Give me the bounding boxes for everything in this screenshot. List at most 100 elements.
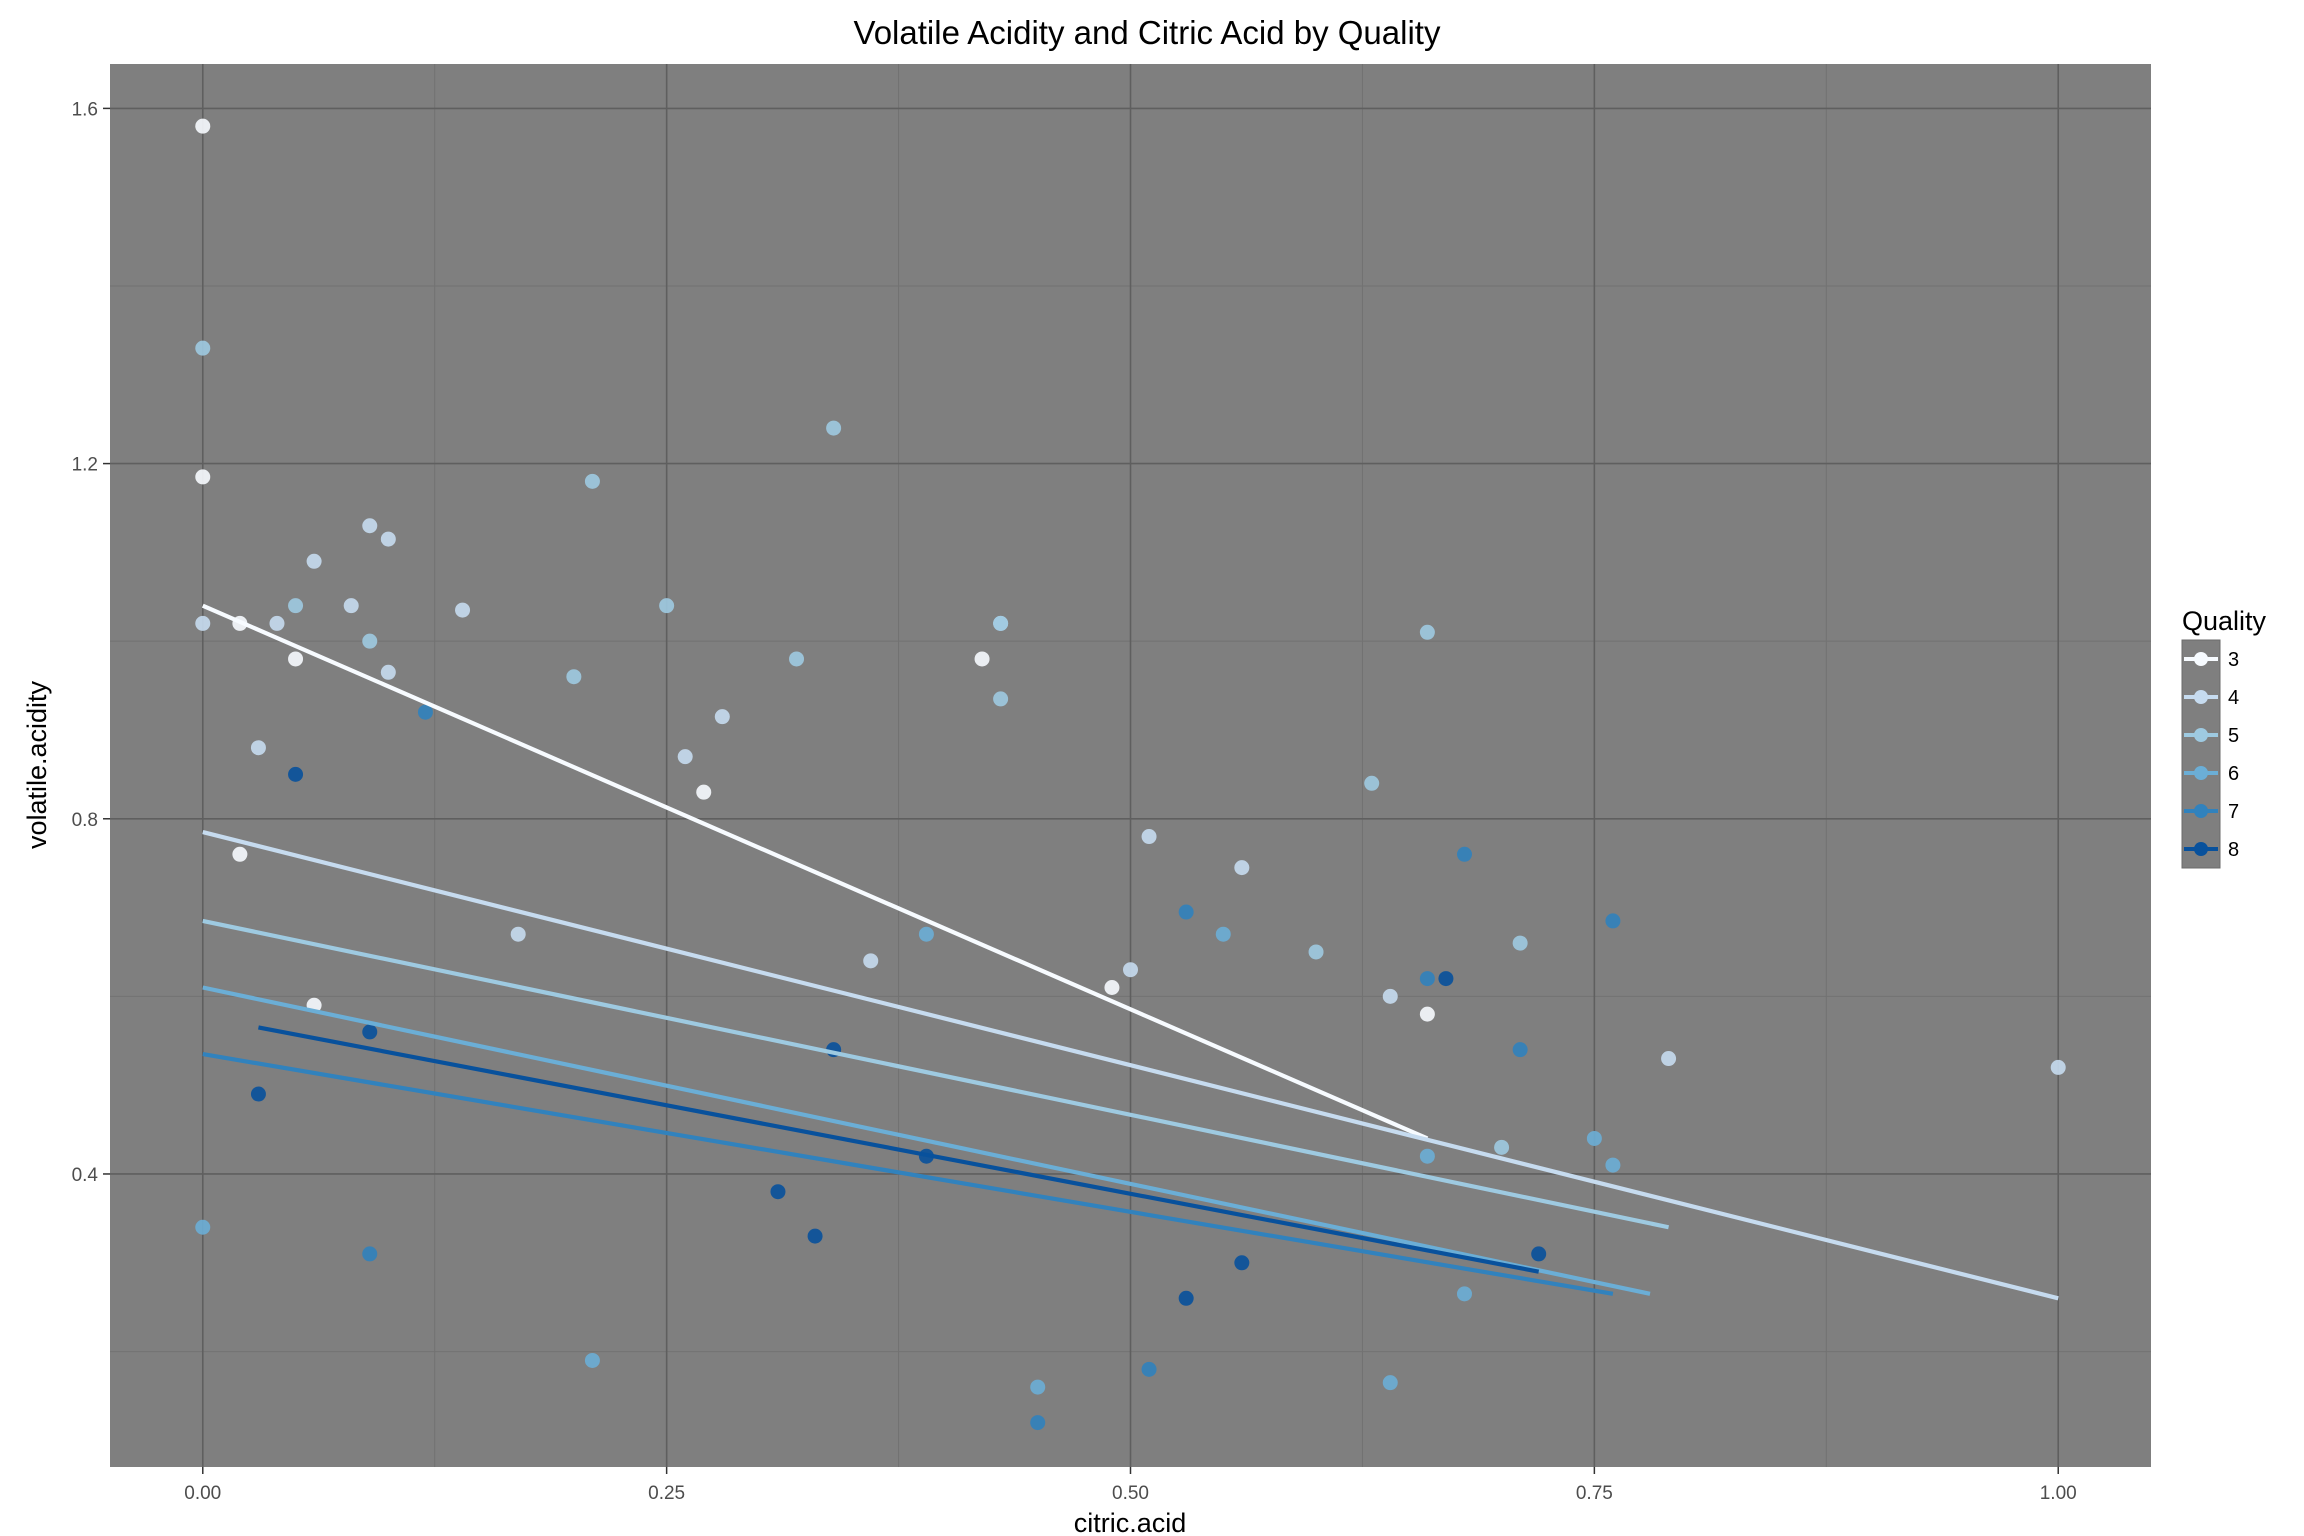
data-point (993, 691, 1009, 707)
data-point (1123, 962, 1138, 978)
data-point (1531, 1246, 1547, 1262)
trend-line (201, 603, 1429, 1141)
data-point (1141, 829, 1157, 845)
y-tick-label: 0.4 (72, 1165, 99, 1186)
data-point (306, 553, 322, 569)
legend-label: 8 (2228, 839, 2239, 861)
data-point (1382, 988, 1398, 1004)
data-point (288, 766, 304, 782)
grid-lines (110, 64, 2151, 1467)
data-point (510, 926, 526, 942)
x-tick-label: 0.00 (184, 1483, 221, 1504)
data-point (1234, 860, 1250, 876)
data-point (288, 651, 304, 667)
data-point (380, 664, 396, 680)
data-point (250, 740, 266, 756)
x-tick-label: 0.75 (1576, 1483, 1613, 1504)
data-point (1178, 904, 1194, 920)
data-point (2050, 1059, 2066, 1075)
trend-line (258, 1025, 1540, 1274)
data-point (1419, 1148, 1435, 1164)
data-point (1456, 1286, 1472, 1302)
trend-line (202, 1052, 1614, 1296)
data-point (659, 598, 675, 614)
legend-key-point (2194, 804, 2208, 818)
data-point (770, 1184, 786, 1200)
data-point (288, 598, 304, 614)
legend-label: 7 (2228, 801, 2239, 823)
data-point (417, 704, 433, 720)
legend-key-point (2194, 690, 2208, 704)
legend-keys (2181, 639, 2221, 869)
legend-label: 4 (2228, 687, 2239, 709)
legend-key-point (2194, 766, 2208, 780)
data-point (807, 1228, 823, 1244)
data-point (1215, 926, 1231, 942)
x-tick-label: 0.50 (1112, 1483, 1149, 1504)
trend-line (202, 830, 2059, 1301)
data-point (1178, 1290, 1194, 1306)
data-points (195, 118, 2066, 1431)
data-point (566, 669, 582, 685)
x-tick-label: 0.25 (648, 1483, 685, 1504)
data-point (993, 615, 1009, 631)
legend-items: 3 4 5 6 7 8 (2181, 639, 2239, 869)
data-point (1512, 1042, 1528, 1058)
trend-lines (201, 603, 2059, 1301)
data-point (232, 846, 248, 862)
data-point (195, 615, 211, 631)
data-point (1605, 1157, 1621, 1173)
x-axis-title: citric.acid (1074, 1508, 1187, 1536)
data-point (1141, 1361, 1157, 1377)
y-tick-label: 0.8 (72, 810, 98, 831)
legend-key-point (2194, 728, 2208, 742)
data-point (1512, 935, 1528, 951)
data-point (362, 518, 378, 534)
data-point (584, 473, 600, 489)
data-point (696, 784, 712, 800)
data-point (1456, 846, 1472, 862)
data-point (250, 1086, 266, 1102)
data-point (1364, 775, 1380, 791)
data-point (714, 709, 730, 725)
data-point (1605, 913, 1621, 929)
legend-title: Quality (2182, 606, 2267, 636)
y-tick-label: 1.6 (72, 99, 98, 120)
data-point (380, 531, 396, 547)
data-point (1030, 1415, 1046, 1431)
trend-line (202, 985, 1651, 1296)
legend-label: 5 (2228, 725, 2239, 747)
x-tick-label: 1.00 (2040, 1483, 2077, 1504)
data-point (1308, 944, 1324, 960)
data-point (362, 1246, 378, 1262)
data-point (677, 749, 693, 765)
data-point (863, 953, 879, 969)
axis-ticks: 0.4 0.8 1.2 1.6 0.00 0.25 0.50 0.75 1.00 (72, 99, 2077, 1504)
data-point (826, 420, 842, 436)
data-point (1661, 1051, 1677, 1067)
legend-label: 3 (2228, 649, 2239, 671)
chart-title: Volatile Acidity and Citric Acid by Qual… (854, 14, 1441, 51)
data-point (343, 598, 359, 614)
legend-key-point (2194, 652, 2208, 666)
data-point (362, 1024, 378, 1040)
data-point (195, 340, 211, 356)
data-point (1419, 1006, 1435, 1022)
data-point (789, 651, 805, 667)
data-point (1382, 1375, 1398, 1391)
data-point (269, 615, 285, 631)
legend: Quality 3 4 5 6 7 8 (2181, 606, 2267, 869)
data-point (195, 118, 211, 134)
data-point (1438, 971, 1454, 987)
data-point (1030, 1379, 1046, 1395)
legend-label: 6 (2228, 763, 2239, 785)
data-point (1586, 1130, 1602, 1146)
data-point (584, 1352, 600, 1368)
y-axis-title: volatile.acidity (22, 680, 52, 849)
data-point (1234, 1255, 1250, 1271)
data-point (195, 469, 211, 485)
legend-key-point (2194, 842, 2208, 856)
data-point (1419, 624, 1435, 640)
data-point (1104, 979, 1120, 995)
